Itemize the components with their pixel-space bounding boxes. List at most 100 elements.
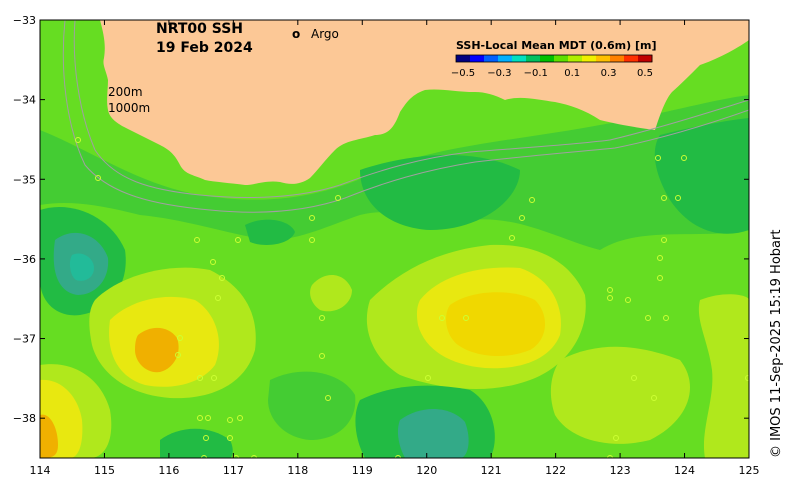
argo-float-icon	[509, 235, 515, 241]
argo-float-icon	[319, 315, 325, 321]
argo-float-icon	[251, 455, 257, 458]
colorbar-tick-label: −0.3	[487, 68, 511, 79]
x-tick-label: 117	[223, 464, 244, 477]
colorbar-swatch	[498, 55, 513, 62]
argo-float-icon	[661, 195, 667, 201]
argo-float-icon	[309, 237, 315, 243]
colorbar-swatch	[638, 55, 653, 62]
argo-float-icon	[395, 455, 401, 458]
x-tick-label: 122	[545, 464, 566, 477]
argo-float-icon	[519, 215, 525, 221]
x-tick-label: 118	[287, 464, 308, 477]
ssh-contour-s-eddy-1-core	[397, 408, 469, 458]
map-title-line1: NRT00 SSH	[156, 21, 243, 37]
argo-float-icon	[201, 455, 207, 458]
argo-float-icon	[335, 195, 341, 201]
map-title-line2: 19 Feb 2024	[156, 40, 253, 56]
argo-float-markers	[75, 137, 749, 458]
argo-float-icon	[663, 315, 669, 321]
isobath-label-200m: 200m	[108, 85, 143, 99]
argo-float-icon	[529, 197, 535, 203]
y-tick-label: −34	[13, 94, 36, 107]
argo-float-icon	[219, 275, 225, 281]
colorbar-tick-label: 0.1	[564, 68, 580, 79]
argo-float-icon	[235, 237, 241, 243]
argo-float-icon	[203, 435, 209, 441]
argo-float-icon	[631, 375, 637, 381]
ssh-contour-patch-117	[245, 219, 295, 245]
argo-float-icon	[227, 417, 233, 423]
argo-float-icon	[675, 195, 681, 201]
y-tick-label: −36	[13, 253, 36, 266]
ssh-contour-dark-ne	[360, 155, 520, 230]
argo-float-icon	[325, 395, 331, 401]
argo-float-icon	[309, 215, 315, 221]
argo-float-icon	[657, 255, 663, 261]
argo-legend-label: Argo	[311, 27, 339, 41]
argo-float-icon	[210, 259, 216, 265]
y-tick-label: −37	[13, 333, 36, 346]
y-tick-label: −33	[13, 14, 36, 27]
x-tick-label: 123	[610, 464, 631, 477]
argo-float-icon	[319, 353, 325, 359]
colorbar-swatch	[470, 55, 485, 62]
argo-float-icon	[237, 415, 243, 421]
colorbar	[455, 54, 653, 63]
argo-legend-symbol: o	[292, 27, 300, 41]
colorbar-swatch	[582, 55, 597, 62]
argo-float-icon	[177, 335, 183, 341]
colorbar-tick-label: 0.3	[601, 68, 617, 79]
colorbar-swatch	[540, 55, 555, 62]
argo-float-icon	[439, 315, 445, 321]
colorbar-tick-label: −0.5	[451, 68, 475, 79]
isobath-label-1000m: 1000m	[108, 101, 150, 115]
argo-float-icon	[625, 297, 631, 303]
colorbar-tick-label: −0.1	[524, 68, 548, 79]
argo-float-icon	[227, 435, 233, 441]
colorbar-ticks: −0.5 −0.3 −0.1 0.1 0.3 0.5	[451, 68, 653, 79]
isobath-1000m	[62, 20, 749, 213]
argo-float-icon	[661, 237, 667, 243]
y-tick-label: −35	[13, 173, 36, 186]
x-tick-label: 119	[352, 464, 373, 477]
ssh-contour-blob-se-yg2	[698, 294, 749, 458]
argo-float-icon	[651, 395, 657, 401]
colorbar-swatch	[568, 55, 583, 62]
x-tick-label: 125	[739, 464, 760, 477]
y-tick-label: −38	[13, 412, 36, 425]
ssh-contour-blob-se-yg	[550, 346, 690, 444]
argo-float-icon	[745, 375, 749, 381]
x-axis: 114 115 116 117 118 119 120 121 122 123 124 125	[30, 20, 760, 477]
x-tick-label: 120	[416, 464, 437, 477]
colorbar-swatch	[526, 55, 541, 62]
x-tick-label: 114	[30, 464, 51, 477]
argo-float-icon	[425, 375, 431, 381]
ssh-contour-blob-east-o	[446, 292, 546, 357]
argo-float-icon	[645, 315, 651, 321]
colorbar-swatch	[512, 55, 527, 62]
colorbar-swatch	[554, 55, 569, 62]
argo-float-icon	[211, 375, 217, 381]
argo-float-icon	[205, 415, 211, 421]
argo-float-icon	[681, 155, 687, 161]
ssh-contour-dark-e	[654, 118, 749, 234]
argo-float-icon	[197, 375, 203, 381]
argo-float-icon	[613, 435, 619, 441]
colorbar-title: SSH-Local Mean MDT (0.6m) [m]	[456, 39, 656, 52]
map-plot-area	[40, 20, 749, 458]
argo-float-icon	[75, 137, 81, 143]
x-tick-label: 115	[94, 464, 115, 477]
x-tick-label: 121	[481, 464, 502, 477]
argo-float-icon	[655, 155, 661, 161]
argo-float-icon	[175, 352, 181, 358]
x-tick-label: 124	[674, 464, 695, 477]
argo-float-icon	[194, 237, 200, 243]
colorbar-frame	[455, 54, 653, 63]
argo-float-icon	[463, 315, 469, 321]
argo-float-icon	[233, 455, 239, 458]
ssh-contour-west-eddy-core	[69, 253, 94, 281]
ssh-contour-s-eddy-2	[160, 428, 233, 458]
colorbar-swatch	[484, 55, 499, 62]
ssh-contour-s-eddy-3	[268, 371, 356, 440]
plot-frame	[39, 19, 750, 459]
